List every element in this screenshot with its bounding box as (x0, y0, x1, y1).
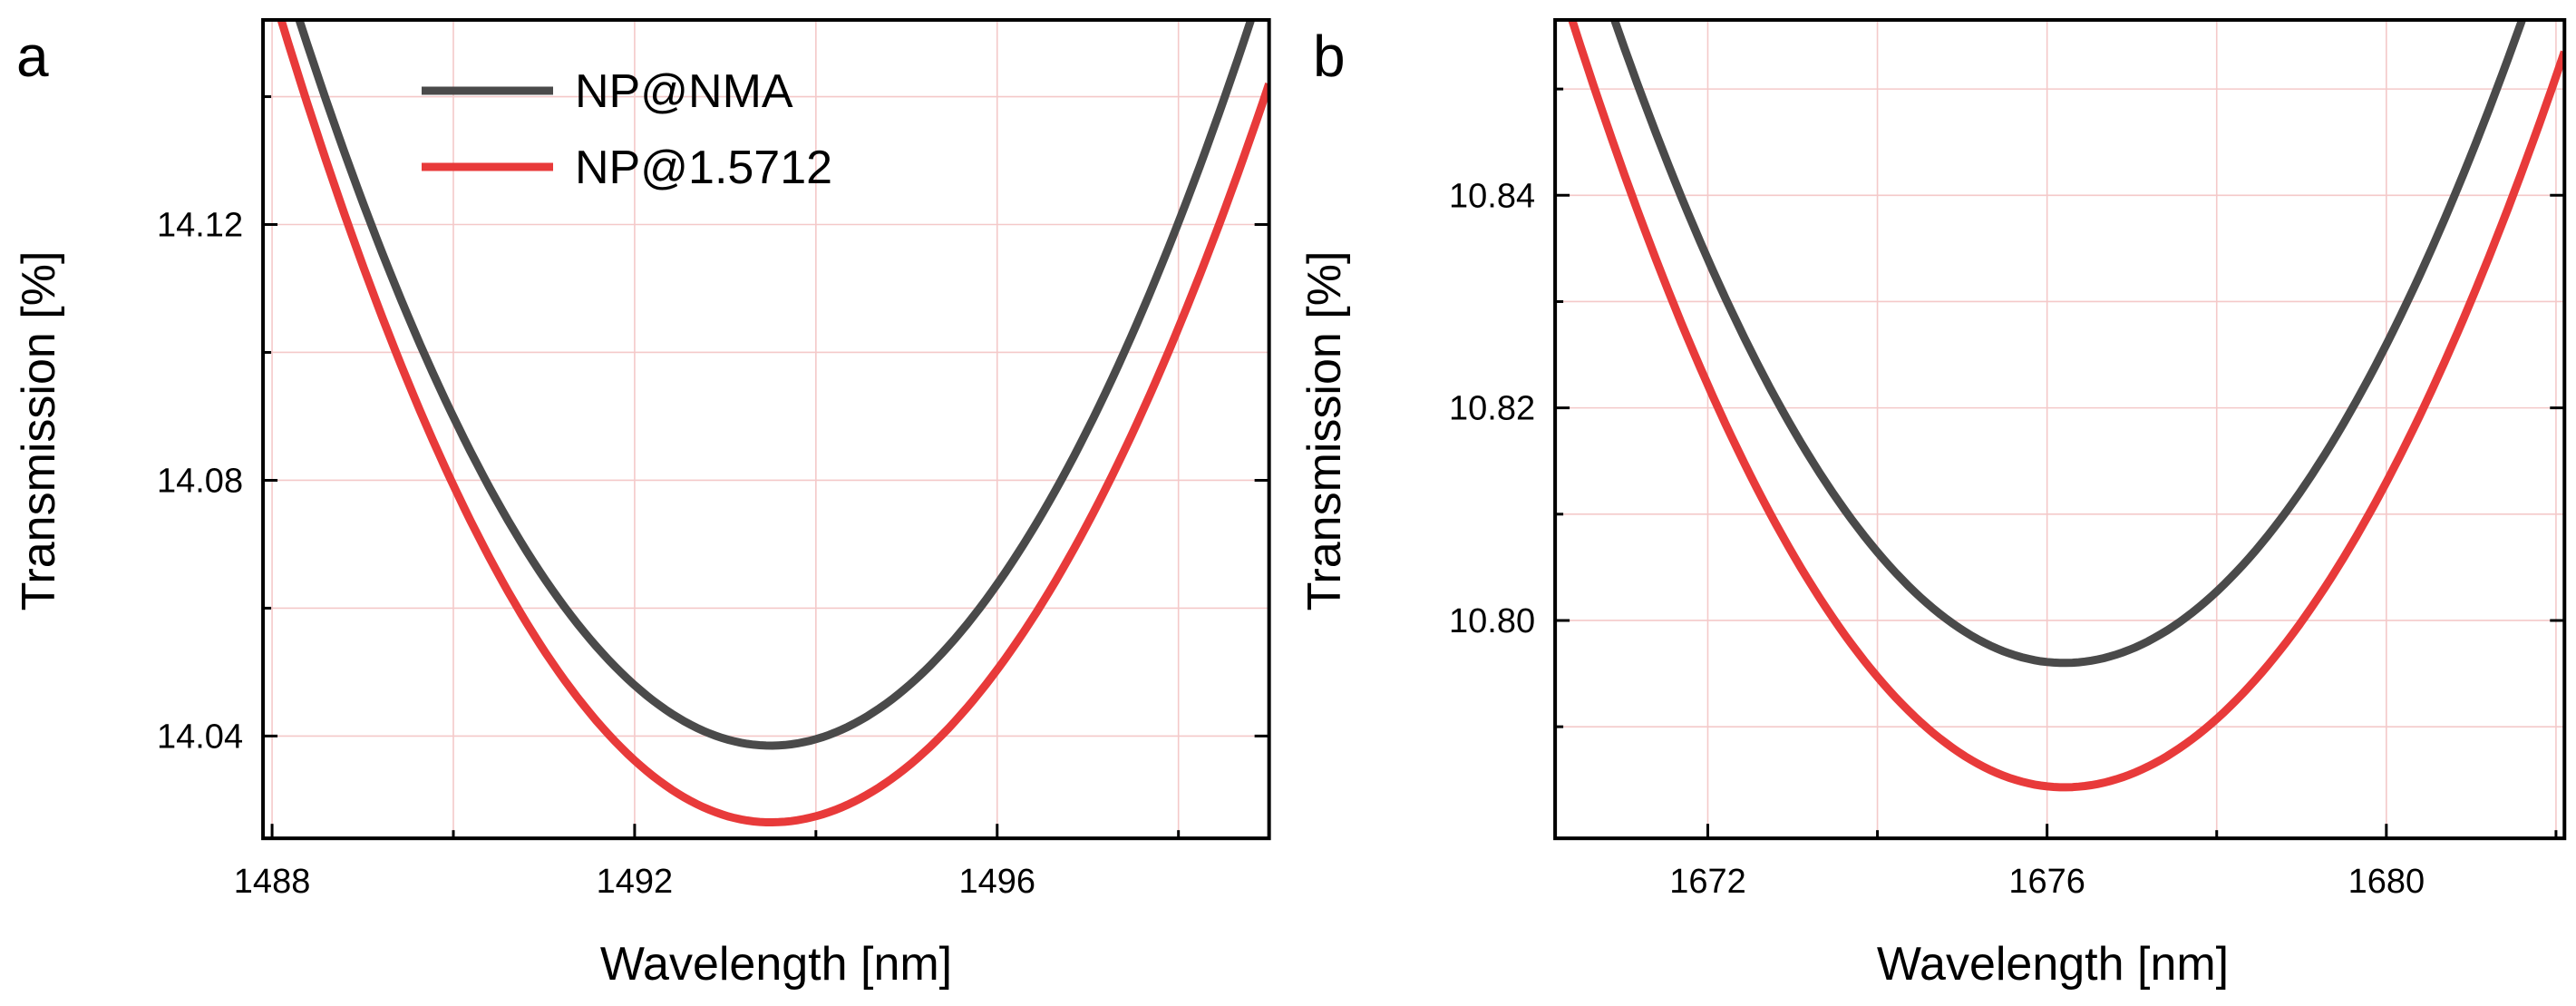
legend-label-np-1-5712: NP@1.5712 (575, 142, 832, 194)
panel-a-grid (263, 19, 1269, 839)
panel-a-ticks: 1488 1492 1496 14.04 14.08 14.12 (157, 95, 1269, 901)
panel-b-plot-frame (1553, 17, 2567, 841)
x-tick-label: 1672 (1669, 863, 1746, 901)
panel-b-letter: b (1313, 24, 1346, 89)
y-tick-label: 10.84 (1449, 177, 1535, 215)
series-line-np-nma (1609, 19, 2527, 668)
panel-a-legend: NP@NMA NP@1.5712 (422, 65, 832, 194)
panel-a-x-axis-title: Wavelength [nm] (600, 938, 952, 991)
y-tick-label: 14.12 (157, 207, 243, 245)
series-line-np-nma (295, 19, 1256, 750)
x-tick-label: 1496 (958, 863, 1035, 901)
y-tick-label: 10.82 (1449, 390, 1535, 428)
panel-a-letter: a (16, 24, 49, 89)
panel-b-x-axis-title: Wavelength [nm] (1877, 938, 2229, 991)
legend-label-np-nma: NP@NMA (575, 65, 793, 118)
panel-b-curves (1568, 19, 2565, 792)
y-tick-label: 14.08 (157, 462, 243, 500)
panel-a-y-axis-title: Transmission [%] (13, 251, 65, 611)
y-tick-label: 10.80 (1449, 602, 1535, 640)
series-line-np-1-5712 (277, 19, 1269, 826)
panel-b-ticks: 1672 1676 1680 10.80 10.82 10.84 (1449, 87, 2565, 901)
x-tick-label: 1492 (597, 863, 674, 901)
panel-a-chart: a 1488 1492 1496 14.04 14.08 14.12 NP@NMA NP@… (13, 17, 1271, 991)
panel-a-plot-frame (261, 17, 1271, 841)
series-line-np-1-5712 (1568, 19, 2565, 792)
y-tick-label: 14.04 (157, 718, 243, 756)
panel-b-y-axis-title: Transmission [%] (1298, 251, 1351, 611)
panel-a-curves (277, 19, 1269, 826)
x-tick-label: 1488 (234, 863, 311, 901)
x-tick-label: 1676 (2008, 863, 2085, 901)
panel-b-chart: b 1672 1676 1680 10.80 10.82 10.84 Wavelength… (1298, 17, 2567, 991)
x-tick-label: 1680 (2348, 863, 2425, 901)
